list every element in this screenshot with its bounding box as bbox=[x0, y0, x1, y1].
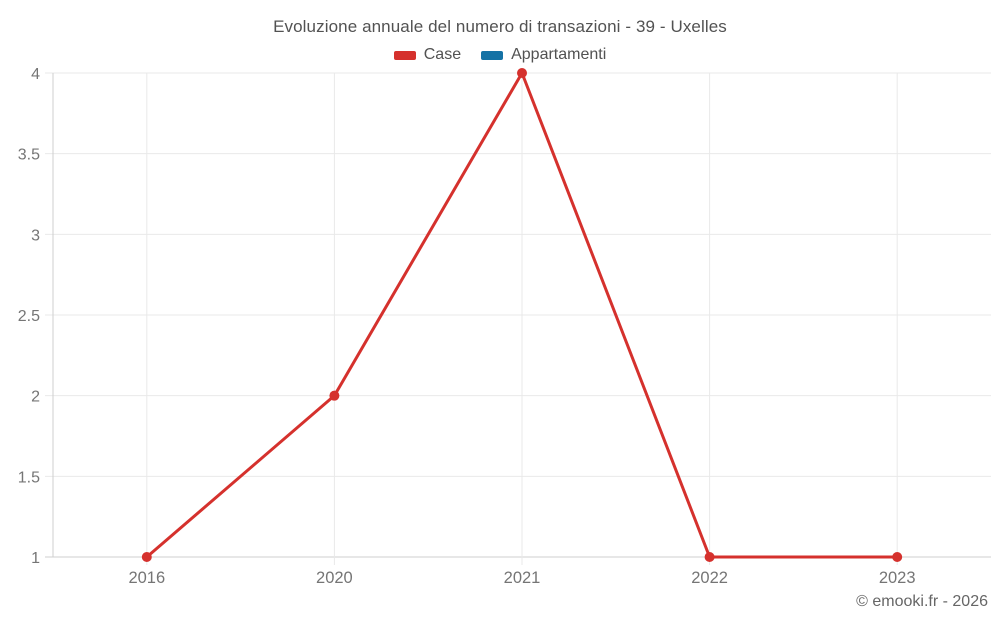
chart-legend: Case Appartamenti bbox=[0, 46, 1000, 64]
x-tick-label: 2020 bbox=[316, 569, 353, 587]
legend-item-appartamenti[interactable]: Appartamenti bbox=[481, 46, 606, 64]
legend-label-case: Case bbox=[423, 46, 462, 63]
case-data-point bbox=[892, 552, 903, 562]
chart-title: Evoluzione annuale del numero di transaz… bbox=[273, 17, 727, 36]
appartamenti-series-swatch-icon bbox=[481, 50, 504, 60]
y-tick-label: 1 bbox=[31, 550, 40, 567]
case-series-swatch-icon bbox=[393, 50, 416, 60]
case-data-point bbox=[329, 390, 340, 401]
y-tick-label: 3 bbox=[31, 227, 40, 244]
copyright-footer: © emooki.fr - 2026 bbox=[856, 593, 988, 610]
x-tick-label: 2023 bbox=[879, 569, 916, 587]
legend-item-case[interactable]: Case bbox=[393, 46, 462, 64]
x-tick-label: 2016 bbox=[128, 569, 165, 587]
case-data-point bbox=[141, 552, 152, 562]
case-data-point bbox=[704, 552, 715, 562]
x-tick-label: 2021 bbox=[504, 569, 541, 587]
case-data-point bbox=[517, 68, 527, 78]
y-tick-label: 3.5 bbox=[18, 147, 40, 164]
y-tick-label: 2 bbox=[31, 389, 40, 406]
legend-label-appartamenti: Appartamenti bbox=[511, 46, 607, 63]
y-tick-label: 4 bbox=[31, 66, 40, 83]
y-tick-label: 1.5 bbox=[18, 469, 40, 486]
x-tick-label: 2022 bbox=[691, 569, 728, 587]
y-tick-label: 2.5 bbox=[18, 308, 40, 325]
